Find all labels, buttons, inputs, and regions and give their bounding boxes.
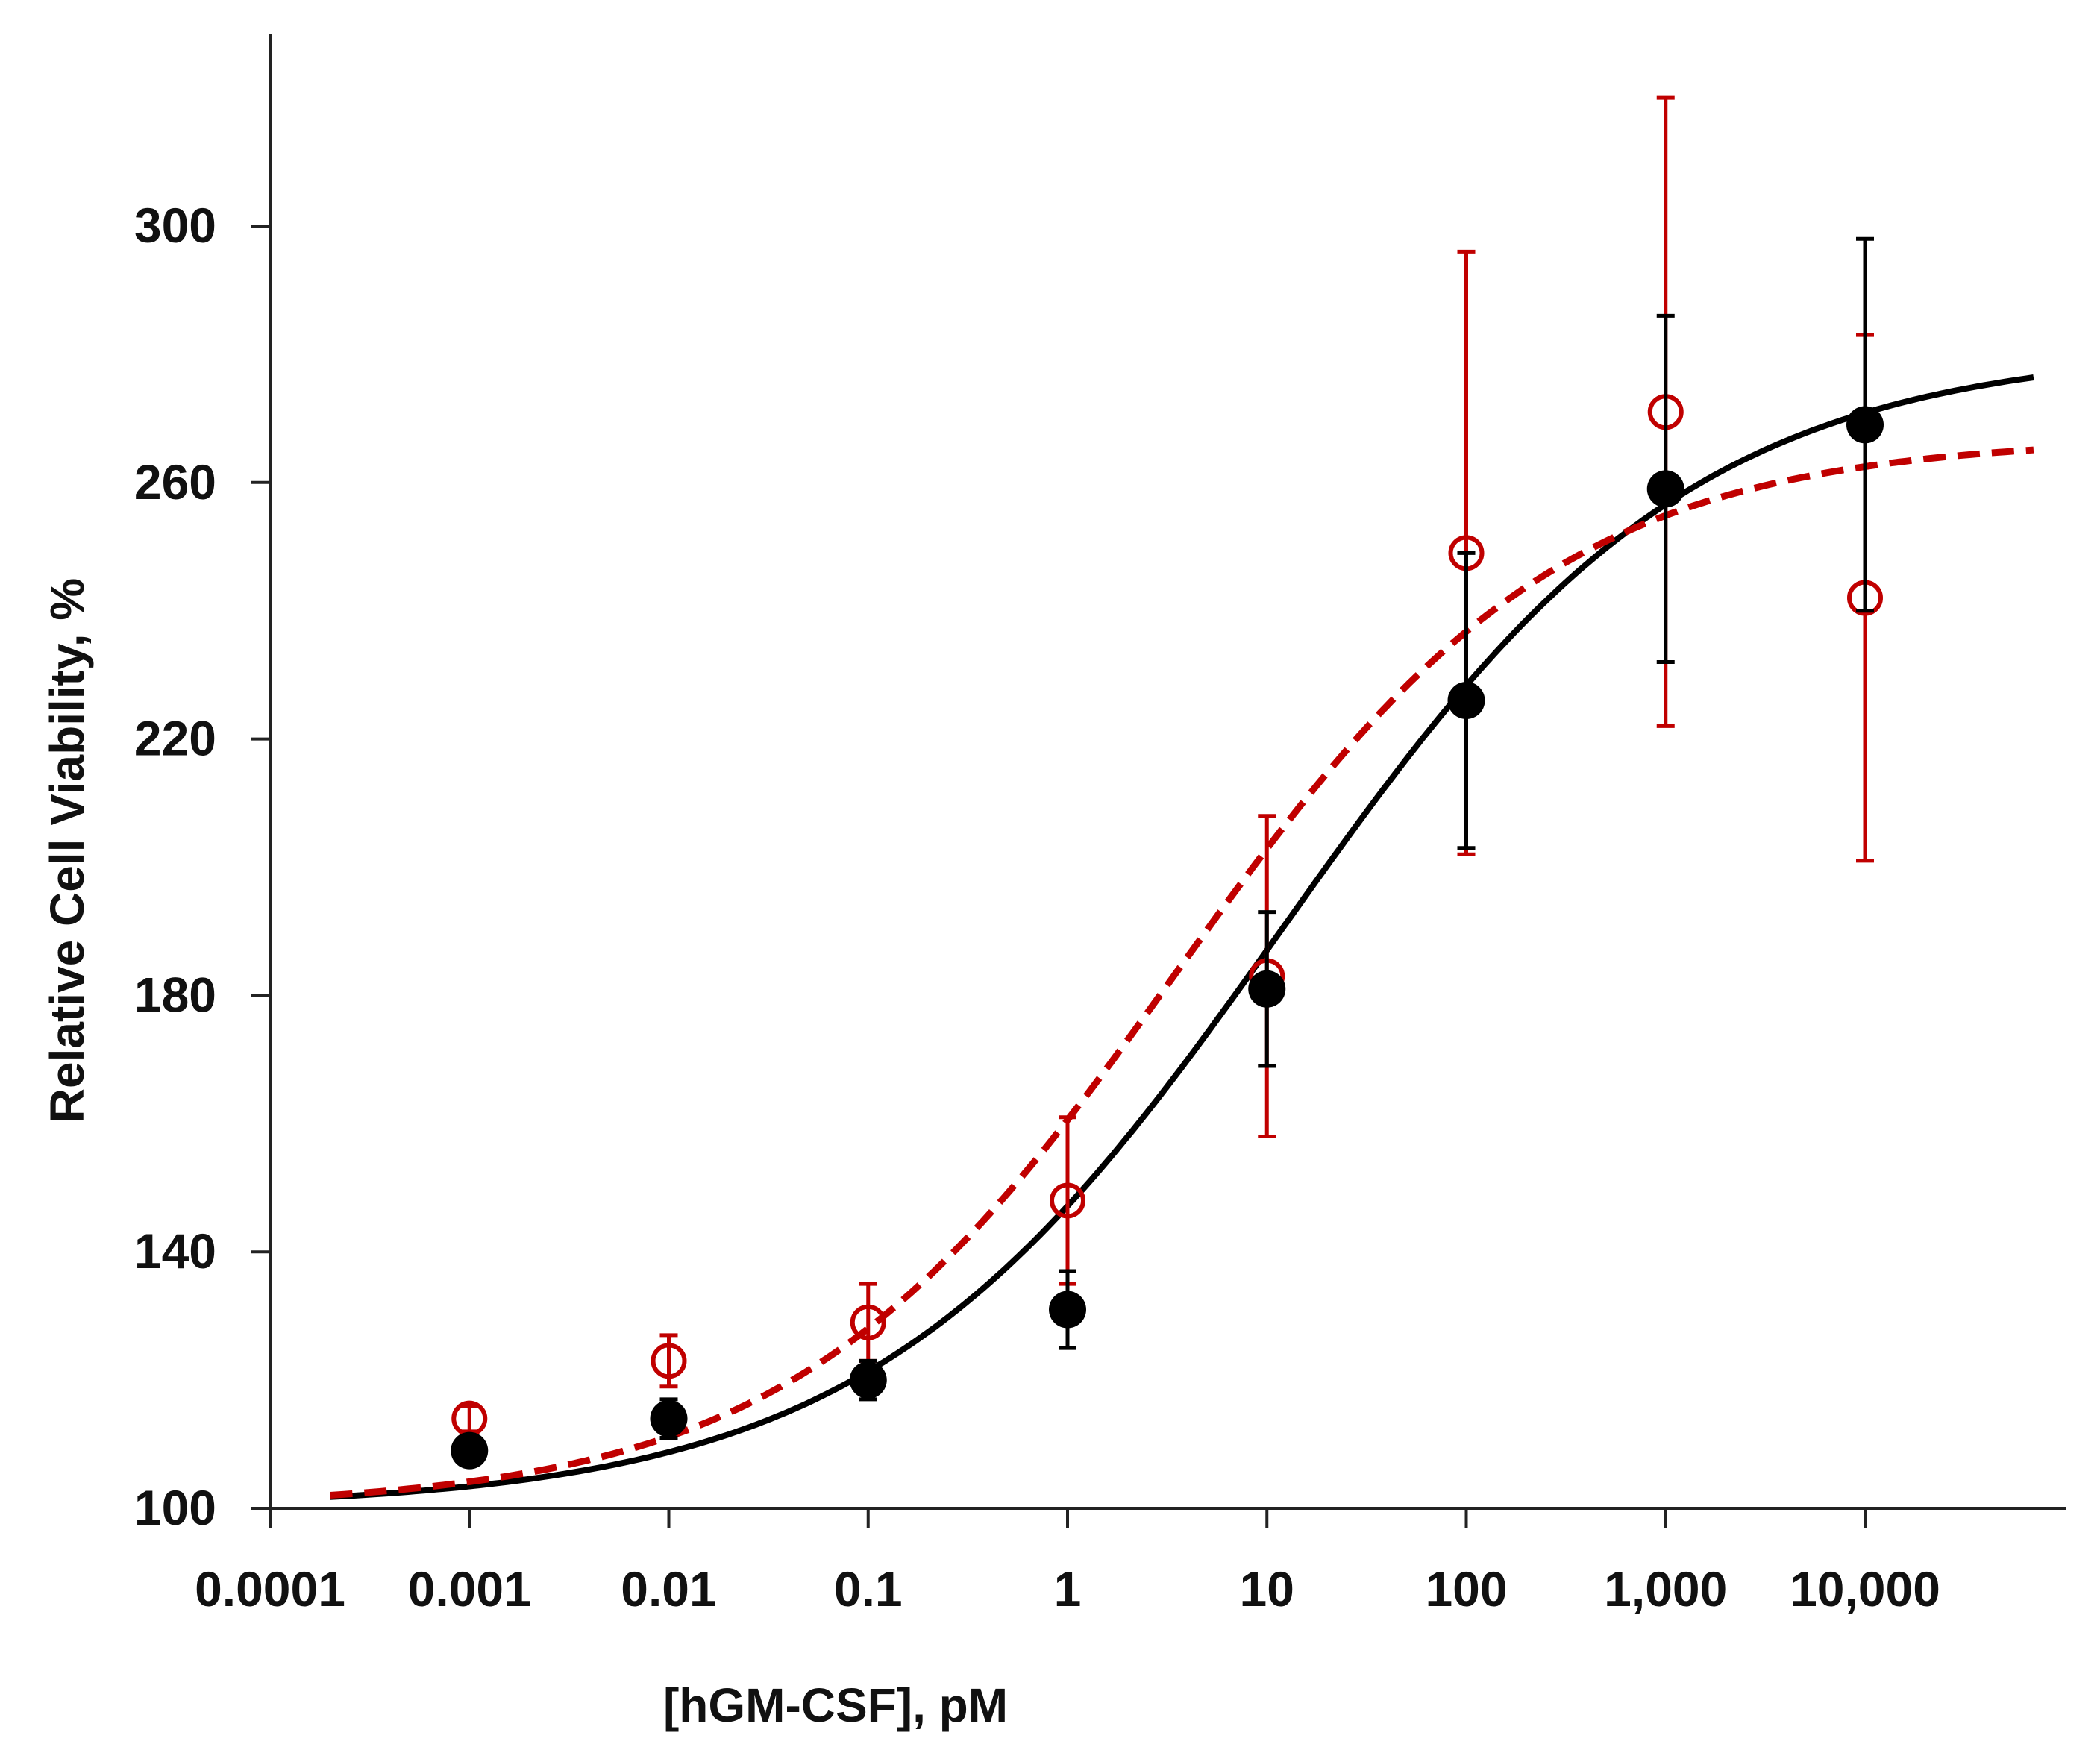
filled-point [1846, 406, 1884, 444]
open-error-bar [859, 1282, 877, 1363]
filled-point [650, 1399, 688, 1437]
data-points [451, 95, 1884, 1470]
x-tick-label: 0.01 [621, 1561, 716, 1616]
x-tick-label: 0.001 [408, 1561, 531, 1616]
filled-point [451, 1431, 489, 1470]
filled-point [1248, 970, 1286, 1008]
ticks: 100 140 180 220 260 300 0.0001 0.001 0.01 0.1 1 10 1… [134, 198, 1940, 1616]
y-tick-label: 140 [134, 1223, 216, 1279]
x-tick-label: 0.0001 [195, 1561, 345, 1616]
open-error-bar [460, 1403, 479, 1434]
open-point [1050, 1182, 1085, 1219]
filled-point [1646, 470, 1684, 508]
y-tick-label: 100 [134, 1480, 216, 1535]
y-tick-label: 300 [134, 198, 216, 253]
x-tick-label: 1,000 [1604, 1561, 1727, 1616]
open-fit-curve [330, 446, 2034, 1499]
axes [269, 34, 2066, 1510]
open-point [651, 1343, 687, 1379]
filled-fit-curve [330, 374, 2034, 1500]
x-axis-title: [hGM-CSF], pM [663, 1678, 1008, 1732]
open-error-bar [659, 1333, 678, 1389]
x-tick-label: 0.1 [834, 1561, 903, 1616]
open-point [850, 1304, 886, 1340]
y-tick-label: 260 [134, 454, 216, 509]
y-axis-title: Relative Cell Viability, % [40, 578, 94, 1123]
fit-curves [330, 374, 2034, 1500]
x-tick-label: 10,000 [1790, 1561, 1940, 1616]
filled-point [1049, 1291, 1086, 1329]
x-tick-label: 100 [1425, 1561, 1507, 1616]
x-tick-label: 10 [1240, 1561, 1294, 1616]
x-tick-label: 1 [1054, 1561, 1082, 1616]
y-tick-label: 180 [134, 967, 216, 1022]
y-tick-label: 220 [134, 711, 216, 766]
filled-point [1447, 682, 1485, 720]
filled-point [849, 1361, 887, 1399]
